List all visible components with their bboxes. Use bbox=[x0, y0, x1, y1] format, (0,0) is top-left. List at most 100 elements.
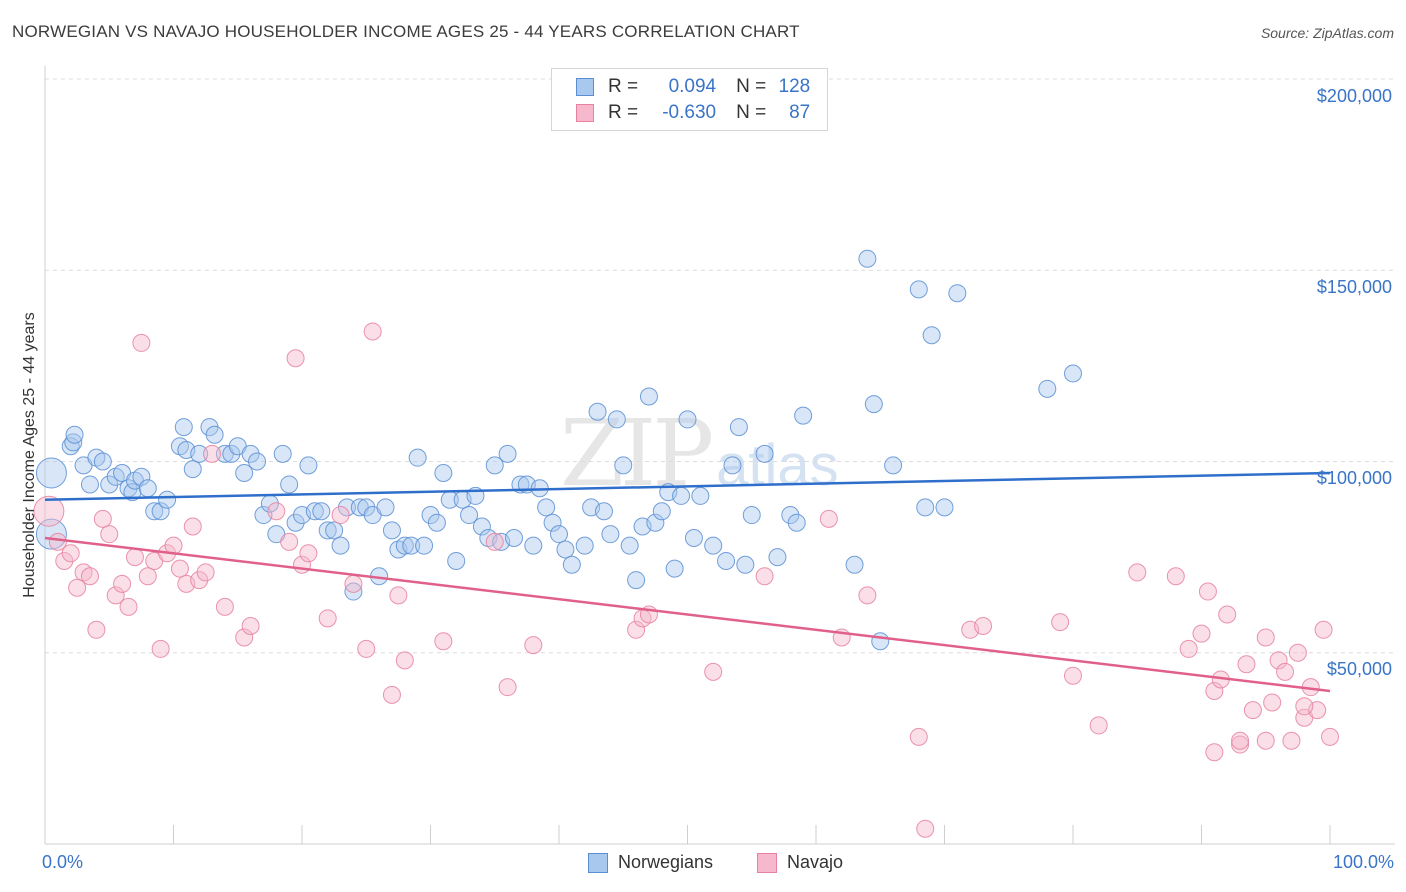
data-point bbox=[1166, 567, 1185, 586]
data-point bbox=[916, 498, 935, 517]
data-point bbox=[305, 502, 324, 521]
data-point bbox=[704, 536, 723, 555]
data-point bbox=[909, 727, 928, 746]
data-point bbox=[1237, 655, 1256, 674]
data-point bbox=[909, 280, 928, 299]
data-point bbox=[736, 555, 755, 574]
navajo-points bbox=[33, 322, 1339, 838]
data-point bbox=[524, 536, 543, 555]
data-point bbox=[594, 502, 613, 521]
data-point bbox=[125, 548, 144, 567]
bottom-swatch-blue bbox=[588, 852, 608, 873]
data-point bbox=[646, 513, 665, 532]
data-point bbox=[138, 567, 157, 586]
data-point bbox=[794, 406, 813, 425]
data-point bbox=[460, 506, 479, 525]
data-point bbox=[382, 521, 401, 540]
trend-line-norwegians bbox=[44, 471, 1331, 501]
data-point bbox=[190, 571, 209, 590]
legend-row-navajo: R = -0.630 N = 87 bbox=[576, 101, 810, 125]
data-point bbox=[280, 532, 299, 551]
data-point bbox=[64, 433, 83, 452]
data-point bbox=[215, 597, 234, 616]
legend-n-value: 128 bbox=[778, 76, 811, 97]
data-point bbox=[235, 628, 254, 647]
data-point bbox=[93, 452, 112, 471]
data-point bbox=[1288, 643, 1307, 662]
data-point bbox=[556, 540, 575, 559]
data-point bbox=[729, 418, 748, 437]
data-point bbox=[389, 586, 408, 605]
data-point bbox=[1128, 563, 1147, 582]
data-point bbox=[357, 498, 376, 517]
data-point bbox=[145, 502, 164, 521]
data-point bbox=[787, 513, 806, 532]
data-point bbox=[652, 502, 671, 521]
watermark-atlas: atlas bbox=[716, 433, 839, 498]
data-point bbox=[639, 387, 658, 406]
data-point bbox=[1295, 697, 1314, 716]
data-point bbox=[607, 410, 626, 429]
data-point bbox=[395, 536, 414, 555]
data-point bbox=[415, 536, 434, 555]
data-point bbox=[318, 521, 337, 540]
data-point bbox=[235, 463, 254, 482]
norwegians-points bbox=[35, 249, 1082, 651]
data-point bbox=[331, 536, 350, 555]
trend-lines bbox=[44, 471, 1331, 693]
y-axis-title: Householder Income Ages 25 - 44 years bbox=[21, 312, 38, 598]
bottom-legend-label: Navajo bbox=[787, 852, 844, 872]
data-point bbox=[382, 685, 401, 704]
data-point bbox=[376, 498, 395, 517]
data-point bbox=[1064, 666, 1082, 685]
data-point bbox=[132, 333, 151, 352]
data-point bbox=[132, 467, 151, 486]
data-point bbox=[562, 555, 581, 574]
data-point bbox=[588, 402, 607, 421]
legend-r-value: -0.630 bbox=[662, 102, 717, 123]
data-point bbox=[344, 574, 363, 593]
legend-n-label: N = bbox=[736, 76, 767, 97]
data-point bbox=[113, 574, 132, 593]
data-point bbox=[485, 532, 504, 551]
source-credit: Source: ZipAtlas.com bbox=[1260, 25, 1394, 41]
data-point bbox=[80, 475, 99, 494]
data-point bbox=[222, 444, 241, 463]
data-point bbox=[1321, 727, 1339, 746]
data-point bbox=[845, 555, 864, 574]
data-point bbox=[627, 620, 646, 639]
data-point bbox=[408, 448, 427, 467]
data-point bbox=[922, 326, 941, 345]
bottom-legend-navajo: Navajo bbox=[757, 852, 843, 873]
data-point bbox=[183, 517, 202, 536]
data-point bbox=[755, 567, 774, 586]
data-point bbox=[48, 532, 67, 551]
data-point bbox=[1089, 716, 1108, 735]
data-point bbox=[205, 425, 224, 444]
data-point bbox=[601, 525, 620, 544]
data-point bbox=[974, 616, 993, 635]
data-point bbox=[1218, 605, 1237, 624]
data-point bbox=[273, 444, 292, 463]
data-point bbox=[286, 513, 305, 532]
data-point bbox=[1198, 582, 1217, 601]
data-point bbox=[61, 544, 80, 563]
data-point bbox=[344, 582, 363, 601]
data-point bbox=[299, 456, 318, 475]
data-point bbox=[421, 506, 440, 525]
chart-title: NORWEGIAN VS NAVAJO HOUSEHOLDER INCOME A… bbox=[12, 22, 800, 41]
data-point bbox=[1231, 731, 1250, 750]
data-point bbox=[498, 678, 517, 697]
data-point bbox=[1276, 662, 1295, 681]
x-tick-min: 0.0% bbox=[42, 852, 84, 872]
data-point bbox=[884, 456, 903, 475]
data-point bbox=[723, 456, 742, 475]
data-point bbox=[864, 395, 883, 414]
data-point bbox=[447, 551, 466, 570]
data-point bbox=[123, 483, 142, 502]
data-point bbox=[87, 620, 106, 639]
data-point bbox=[678, 410, 697, 429]
y-tick-150000: $150,000 bbox=[1316, 277, 1392, 297]
data-point bbox=[614, 456, 633, 475]
data-point bbox=[717, 551, 736, 570]
